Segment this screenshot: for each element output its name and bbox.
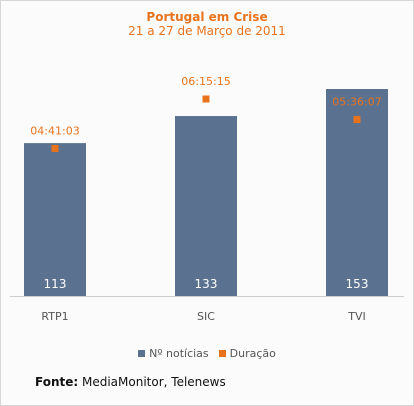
- x-tick-label: TVI: [347, 310, 366, 323]
- x-tick-label: SIC: [197, 310, 215, 323]
- bar-tvi: [326, 89, 388, 296]
- duration-label: 04:41:03: [30, 124, 79, 137]
- legend-label-news: Nº notícias: [149, 347, 209, 360]
- source-text: MediaMonitor, Telenews: [78, 375, 226, 389]
- legend-label-duration: Duração: [229, 347, 276, 360]
- duration-label: 05:36:07: [332, 96, 381, 109]
- legend-item-news: Nº notícias: [138, 347, 209, 360]
- legend-swatch-duration: [218, 350, 226, 357]
- duration-marker: [353, 116, 361, 124]
- bar-sic: [175, 116, 237, 296]
- source-label: Fonte:: [35, 375, 79, 389]
- source-note: Fonte: MediaMonitor, Telenews: [35, 375, 226, 389]
- chart-subtitle: 21 a 27 de Março de 2011: [128, 24, 286, 38]
- duration-marker: [202, 95, 210, 103]
- duration-marker: [51, 144, 59, 152]
- x-tick-label: RTP1: [41, 310, 68, 323]
- bar-value-label: 113: [44, 277, 67, 291]
- legend-swatch-news: [138, 350, 146, 357]
- duration-label: 06:15:15: [181, 75, 230, 88]
- bar-rtp1: [24, 143, 86, 296]
- chart-legend: Nº notícias Duração: [0, 347, 414, 360]
- bar-value-label: 133: [195, 277, 218, 291]
- chart-title: Portugal em Crise: [146, 10, 268, 24]
- bar-value-label: 153: [346, 277, 369, 291]
- legend-item-duration: Duração: [218, 347, 276, 360]
